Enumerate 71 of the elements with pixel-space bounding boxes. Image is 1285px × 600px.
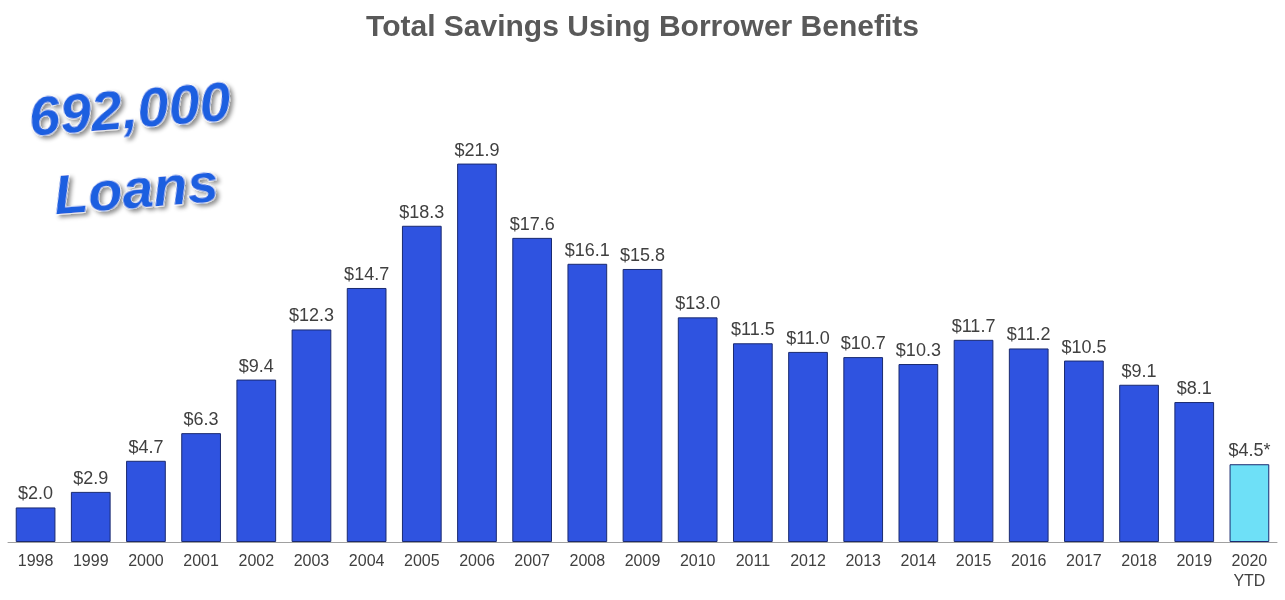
data-label: $13.0 (675, 293, 721, 314)
bar (788, 351, 828, 542)
bar (1229, 464, 1270, 542)
bar (1174, 402, 1215, 542)
x-tick-label: 2005 (404, 551, 440, 569)
bar (1064, 360, 1104, 542)
x-tick-label: 2017 (1066, 551, 1102, 569)
bar (512, 237, 553, 542)
data-label: $2.9 (73, 467, 109, 488)
data-label: $4.7 (128, 436, 164, 457)
bar (843, 357, 884, 542)
data-label: $10.3 (895, 340, 941, 361)
data-label: $11.2 (1006, 324, 1051, 345)
x-tick-label: 2001 (183, 551, 220, 569)
x-tick-label: 2004 (348, 551, 385, 569)
data-label: $8.1 (1176, 378, 1212, 399)
x-tick-label: 2006 (459, 551, 495, 569)
data-label: $9.1 (1121, 360, 1157, 381)
bar (15, 507, 56, 542)
data-label: $2.0 (18, 483, 54, 504)
data-label: $21.9 (454, 139, 500, 160)
bar (953, 339, 994, 542)
data-label: $11.7 (951, 315, 996, 336)
bar (181, 433, 221, 542)
bar (126, 460, 166, 542)
x-tick-label: 2010 (679, 551, 716, 569)
bar (677, 317, 718, 542)
bar (346, 287, 387, 542)
x-tick-label: 2015 (955, 551, 992, 569)
bar (457, 163, 497, 542)
x-tick-label: 2009 (624, 551, 661, 569)
x-tick-label: 2016 (1010, 551, 1047, 569)
data-label: $10.7 (840, 333, 886, 354)
x-tick-label: 2019 (1176, 551, 1213, 569)
annotation: 692,000 Loans (26, 68, 233, 226)
x-tick-label: 2012 (790, 551, 826, 569)
bar (1119, 384, 1159, 542)
bar (401, 225, 442, 542)
x-tick-label: 2000 (128, 551, 164, 569)
data-label: $6.3 (183, 409, 219, 430)
data-label: $17.6 (509, 213, 555, 234)
x-tick-label: 2002 (238, 551, 275, 569)
bar (291, 329, 332, 542)
bar (70, 491, 111, 542)
data-label: $11.0 (786, 327, 830, 348)
bar (732, 343, 773, 542)
data-label: $11.5 (730, 319, 775, 340)
x-tick-label: 2007 (514, 551, 551, 569)
bar (236, 379, 277, 542)
data-label: $16.1 (564, 239, 610, 260)
x-tick-label: 2011 (735, 551, 771, 569)
bar (622, 268, 663, 542)
x-tick-label: 1999 (72, 551, 109, 569)
data-label: $10.5 (1061, 336, 1107, 357)
data-label: $9.4 (238, 355, 274, 376)
x-tick-label: 2008 (569, 551, 606, 569)
data-label: $14.7 (344, 263, 390, 284)
data-label: $15.8 (619, 244, 666, 265)
x-tick-label: 2014 (900, 551, 937, 569)
x-tick-label: 2018 (1121, 551, 1157, 569)
x-tick-label: 2013 (845, 551, 882, 569)
data-label: $18.3 (399, 201, 445, 222)
x-tick-label: 2020 YTD (1231, 551, 1268, 589)
x-tick-label: 2003 (293, 551, 330, 569)
bar (567, 263, 608, 542)
data-label: $12.3 (288, 305, 334, 326)
data-label: $4.5* (1228, 440, 1271, 461)
bar (1008, 348, 1049, 542)
bar (898, 364, 939, 542)
x-tick-label: 1998 (17, 551, 54, 569)
chart-title: Total Savings Using Borrower Benefits (366, 8, 919, 42)
